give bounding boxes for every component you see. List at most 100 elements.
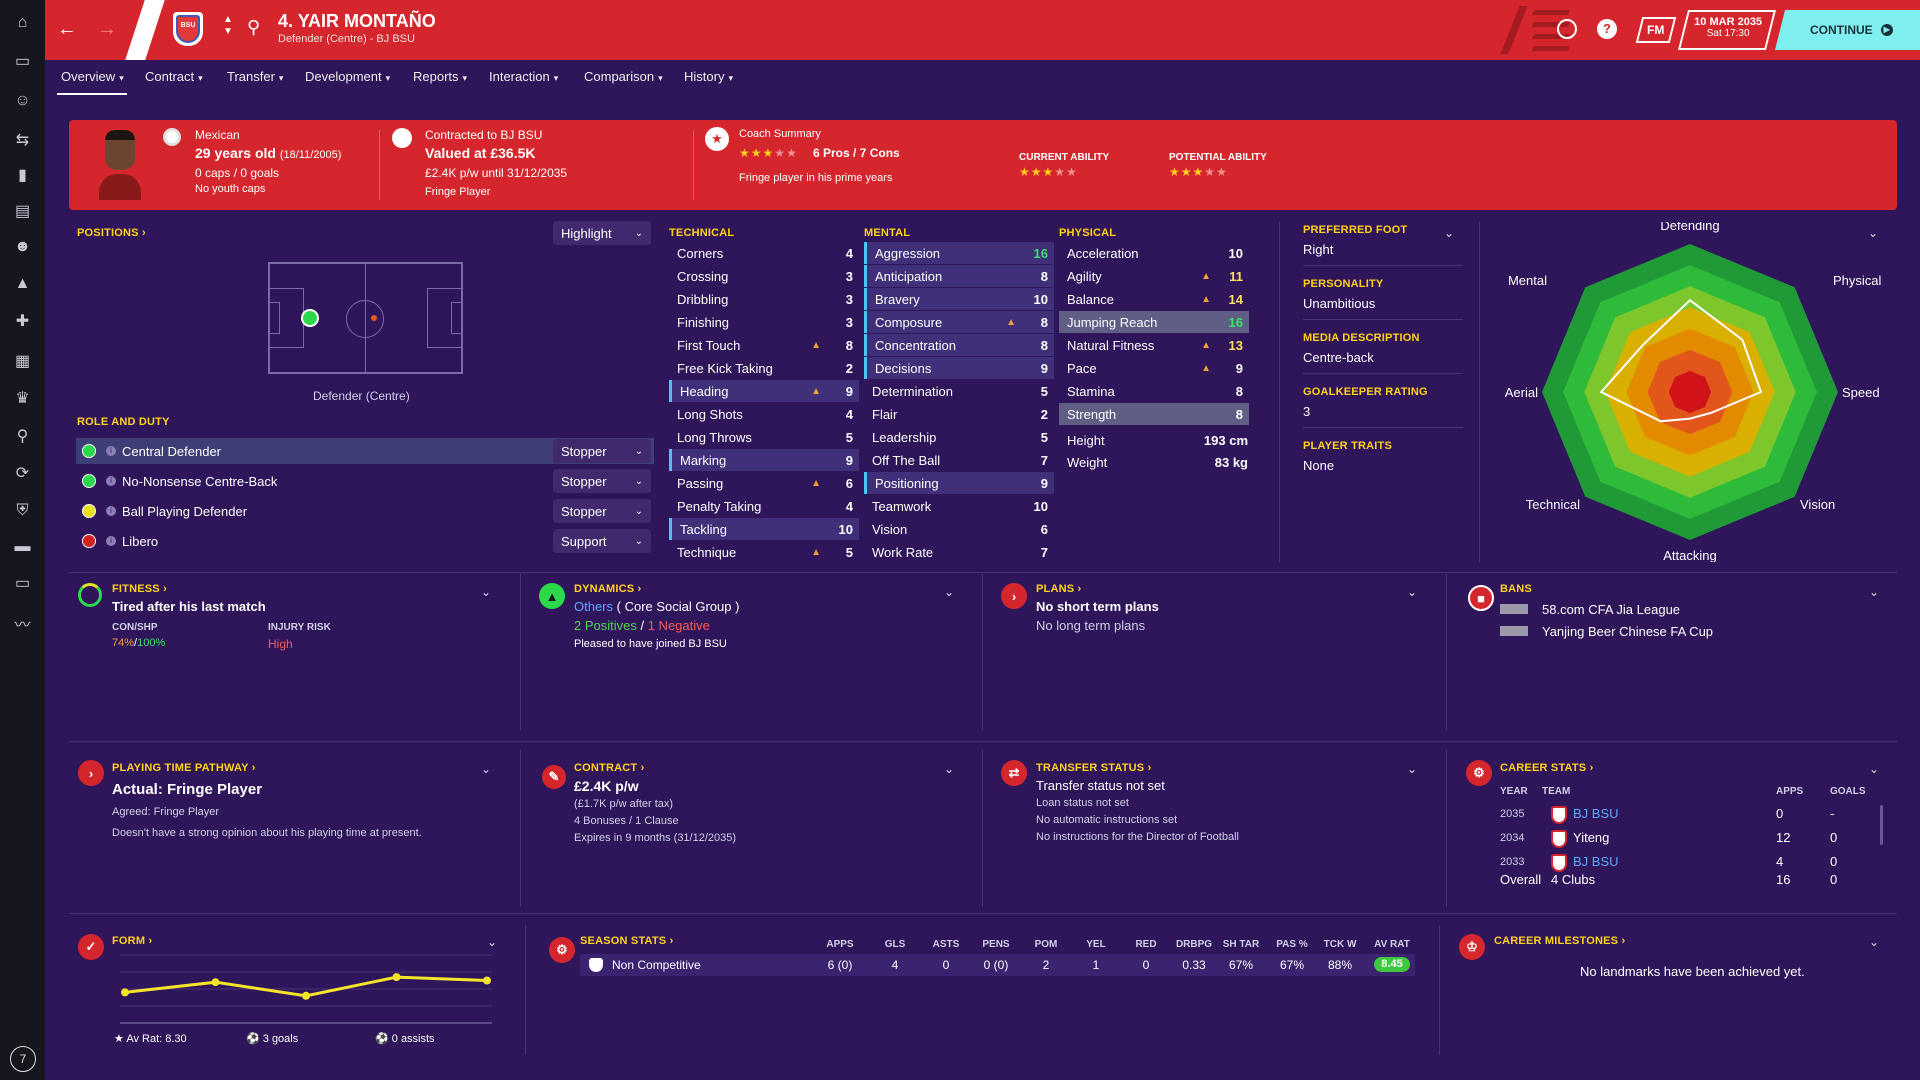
milestones-chevron-icon[interactable]: ⌄: [1869, 935, 1880, 949]
player-switch-arrows[interactable]: ▲ ▼: [223, 14, 233, 37]
dynamics-icon: ▲: [539, 583, 565, 609]
form-chart: [120, 954, 492, 1024]
tab-contract[interactable]: Contract ▾: [145, 69, 203, 84]
form-chevron-icon[interactable]: ⌄: [487, 935, 498, 949]
tab-label: Interaction: [489, 69, 550, 84]
finances-icon[interactable]: ▬: [14, 538, 31, 555]
positives[interactable]: 2 Positives: [574, 618, 637, 633]
duty-dropdown[interactable]: Stopper ⌄: [553, 499, 651, 523]
negatives[interactable]: 1 Negative: [647, 618, 710, 633]
contract-title[interactable]: CONTRACT ›: [574, 762, 645, 774]
tab-reports[interactable]: Reports ▾: [413, 69, 467, 84]
team-badge-icon: [1551, 830, 1567, 848]
staff-icon[interactable]: ▤: [14, 203, 31, 220]
dynamics-chevron-icon[interactable]: ⌄: [944, 585, 955, 599]
role-row[interactable]: i Libero: [76, 528, 654, 554]
continue-button[interactable]: CONTINUE ▶: [1775, 10, 1920, 50]
medical-icon[interactable]: ✚: [15, 313, 30, 330]
fm-button[interactable]: FM: [1635, 17, 1677, 43]
dynamics-note: Pleased to have joined BJ BSU: [574, 638, 727, 650]
milestones-title[interactable]: CAREER MILESTONES ›: [1494, 935, 1626, 947]
form-title[interactable]: FORM ›: [112, 935, 153, 947]
career-title[interactable]: CAREER STATS ›: [1500, 762, 1594, 774]
form-point[interactable]: [121, 988, 129, 997]
trends-icon[interactable]: 〰: [14, 617, 31, 634]
role-row[interactable]: i Ball Playing Defender: [76, 498, 654, 524]
club-small-badge-icon: [392, 128, 412, 148]
tactics-icon[interactable]: ⇆: [15, 132, 30, 149]
role-row[interactable]: i No-Nonsense Centre-Back: [76, 468, 654, 494]
star-icon: ★: [1030, 165, 1043, 179]
club-icon[interactable]: ⛨: [16, 502, 29, 519]
scouting-icon[interactable]: ☻: [14, 238, 31, 255]
season-row-label: Non Competitive: [612, 958, 701, 972]
dynamics-title[interactable]: DYNAMICS ›: [574, 583, 642, 595]
inbox-icon[interactable]: ▭: [14, 53, 31, 70]
season-header: DRBPG: [1175, 939, 1213, 950]
pathway-title[interactable]: PLAYING TIME PATHWAY ›: [112, 762, 256, 774]
pathway-chevron-icon[interactable]: ⌄: [481, 762, 492, 776]
back-arrow-icon[interactable]: ←: [57, 18, 77, 40]
tab-transfer[interactable]: Transfer ▾: [227, 69, 283, 84]
tab-interaction[interactable]: Interaction ▾: [489, 69, 558, 84]
duty-dropdown[interactable]: Stopper ⌄: [553, 469, 651, 493]
info-icon[interactable]: i: [106, 446, 116, 456]
search-icon[interactable]: ⚲: [16, 428, 29, 445]
info-dropdown-chevron-icon[interactable]: ⌄: [1444, 226, 1455, 240]
fitness-title[interactable]: FITNESS ›: [112, 583, 167, 595]
forward-arrow-icon[interactable]: →: [97, 18, 117, 40]
milestones-text: No landmarks have been achieved yet.: [1580, 964, 1805, 979]
position-dot-central-defender[interactable]: [301, 309, 319, 327]
attr-name: Bravery: [875, 291, 920, 307]
tab-history[interactable]: History ▾: [684, 69, 733, 84]
radar-dropdown-chevron-icon[interactable]: ⌄: [1868, 226, 1879, 240]
training-icon[interactable]: ▲: [14, 275, 31, 292]
form-point[interactable]: [211, 978, 220, 987]
role-suitability-dot: [82, 444, 96, 458]
dynamics-icon[interactable]: ▮: [18, 167, 27, 184]
trophy-icon[interactable]: ♛: [15, 390, 30, 407]
plans-chevron-icon[interactable]: ⌄: [1407, 585, 1418, 599]
home-icon[interactable]: ⌂: [17, 14, 28, 31]
positions-title[interactable]: POSITIONS ›: [77, 227, 146, 239]
transfer-chevron-icon[interactable]: ⌄: [1407, 762, 1418, 776]
tab-comparison[interactable]: Comparison ▾: [584, 69, 663, 84]
club-badge-icon[interactable]: BSU: [173, 12, 203, 46]
career-team[interactable]: Yiteng: [1573, 830, 1610, 845]
career-chevron-icon[interactable]: ⌄: [1869, 762, 1880, 776]
notification-badge[interactable]: 7: [10, 1046, 36, 1072]
schedule-icon[interactable]: ▦: [14, 353, 31, 370]
fitness-headline: Tired after his last match: [112, 599, 266, 614]
duty-dropdown[interactable]: Support ⌄: [553, 529, 651, 553]
tab-development[interactable]: Development ▾: [305, 69, 390, 84]
info-icon[interactable]: i: [106, 476, 116, 486]
info-icon[interactable]: i: [106, 506, 116, 516]
media-value: Centre-back: [1303, 350, 1374, 365]
plans-title[interactable]: PLANS ›: [1036, 583, 1082, 595]
fitness-chevron-icon[interactable]: ⌄: [481, 585, 492, 599]
globe-icon[interactable]: [1557, 19, 1577, 39]
info-icon[interactable]: i: [106, 536, 116, 546]
tab-label: Development: [305, 69, 382, 84]
search-icon[interactable]: ⚲: [247, 17, 261, 37]
stadium-icon[interactable]: ▭: [14, 575, 31, 592]
transfers-icon[interactable]: ⟳: [15, 465, 30, 482]
duty-dropdown[interactable]: Stopper ⌄: [553, 439, 651, 463]
form-point[interactable]: [392, 973, 401, 982]
star-icon: ★: [786, 146, 798, 160]
contract-chevron-icon[interactable]: ⌄: [944, 762, 955, 776]
social-group[interactable]: Others: [574, 599, 614, 614]
bans-chevron-icon[interactable]: ⌄: [1869, 585, 1880, 599]
squad-icon[interactable]: ☺: [14, 92, 31, 109]
form-point[interactable]: [483, 976, 491, 985]
career-team[interactable]: BJ BSU: [1573, 854, 1619, 869]
date-box[interactable]: 10 MAR 2035 Sat 17:30: [1678, 10, 1776, 50]
transfer-title[interactable]: TRANSFER STATUS ›: [1036, 762, 1152, 774]
help-icon[interactable]: ?: [1597, 19, 1617, 39]
form-point[interactable]: [302, 991, 310, 1000]
tab-overview[interactable]: Overview ▾: [61, 69, 124, 84]
highlight-dropdown[interactable]: Highlight ⌄: [553, 221, 651, 245]
career-scrollbar[interactable]: [1880, 805, 1883, 845]
career-team[interactable]: BJ BSU: [1573, 806, 1619, 821]
season-title[interactable]: SEASON STATS ›: [580, 935, 674, 947]
